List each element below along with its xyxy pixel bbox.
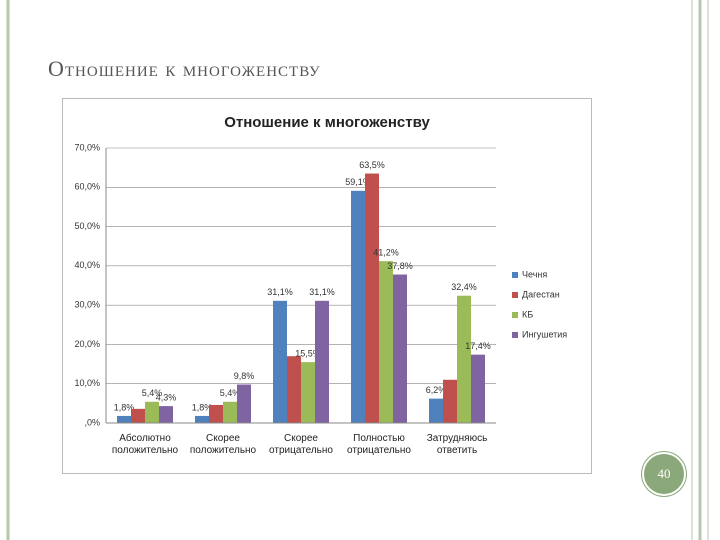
bar — [273, 300, 287, 423]
y-tick-label: 70,0% — [74, 142, 100, 152]
data-label: 4,3% — [156, 392, 177, 402]
data-label: 1,8% — [192, 402, 213, 412]
legend-swatch — [512, 272, 518, 278]
data-label: 63,5% — [359, 160, 385, 170]
x-tick-label: Полностью отрицательно — [347, 433, 411, 456]
y-tick-label: 30,0% — [74, 300, 100, 310]
chart: Отношение к многоженству ,0% 10,0% 20,0% 30… — [62, 98, 592, 474]
bar — [429, 398, 443, 423]
bar — [131, 408, 145, 423]
data-label: 31,1% — [309, 287, 335, 297]
bar — [159, 406, 173, 423]
bar — [301, 362, 315, 423]
legend-label: Чечня — [522, 269, 547, 279]
chart-title: Отношение к многоженству — [224, 114, 430, 131]
data-label: 5,4% — [142, 388, 163, 398]
bar — [365, 173, 379, 423]
bar — [145, 401, 159, 423]
bar — [443, 379, 457, 423]
y-tick-label: 40,0% — [74, 260, 100, 270]
y-tick-label: 20,0% — [74, 339, 100, 349]
y-tick-label: 10,0% — [74, 378, 100, 388]
data-label: 17,4% — [465, 341, 491, 351]
y-tick-label: 60,0% — [74, 182, 100, 192]
bar — [471, 354, 485, 423]
bar — [195, 415, 209, 423]
legend-swatch — [512, 292, 518, 298]
data-label: 6,2% — [426, 385, 447, 395]
data-label: 15,5% — [295, 348, 321, 358]
data-label: 41,2% — [373, 248, 399, 258]
y-tick-label: 50,0% — [74, 221, 100, 231]
data-label: 31,1% — [267, 287, 293, 297]
data-label: 59,1% — [345, 177, 371, 187]
data-label: 9,8% — [234, 371, 255, 381]
bar — [223, 401, 237, 423]
page-number: 40 — [642, 452, 686, 496]
y-tick-label: ,0% — [84, 417, 100, 427]
data-label: 32,4% — [451, 282, 477, 292]
x-tick-label: Абсолютно положительно — [111, 433, 179, 456]
legend-swatch — [512, 312, 518, 318]
bar — [315, 300, 329, 423]
bar — [209, 404, 223, 423]
legend-label: КБ — [522, 309, 533, 319]
slide-title: Отношение к многоженству — [48, 56, 321, 81]
bar — [393, 274, 407, 423]
bar — [351, 190, 365, 423]
x-tick-label: Скорее отрицательно — [269, 433, 333, 456]
bar — [237, 384, 251, 423]
data-label: 5,4% — [220, 388, 241, 398]
legend-label: Дагестан — [522, 289, 560, 299]
data-label: 1,8% — [114, 402, 135, 412]
data-label: 37,8% — [387, 261, 413, 271]
legend-label: Ингушетия — [522, 329, 567, 339]
chart-svg: Отношение к многоженству ,0% 10,0% 20,0% 30… — [74, 114, 567, 427]
bar — [379, 261, 393, 423]
legend-swatch — [512, 332, 518, 338]
x-tick-label: Скорее положительно — [189, 433, 257, 456]
bar — [287, 356, 301, 423]
bar — [117, 415, 131, 423]
x-tick-label: Затрудняюсь ответить — [426, 433, 488, 456]
bar — [457, 295, 471, 423]
